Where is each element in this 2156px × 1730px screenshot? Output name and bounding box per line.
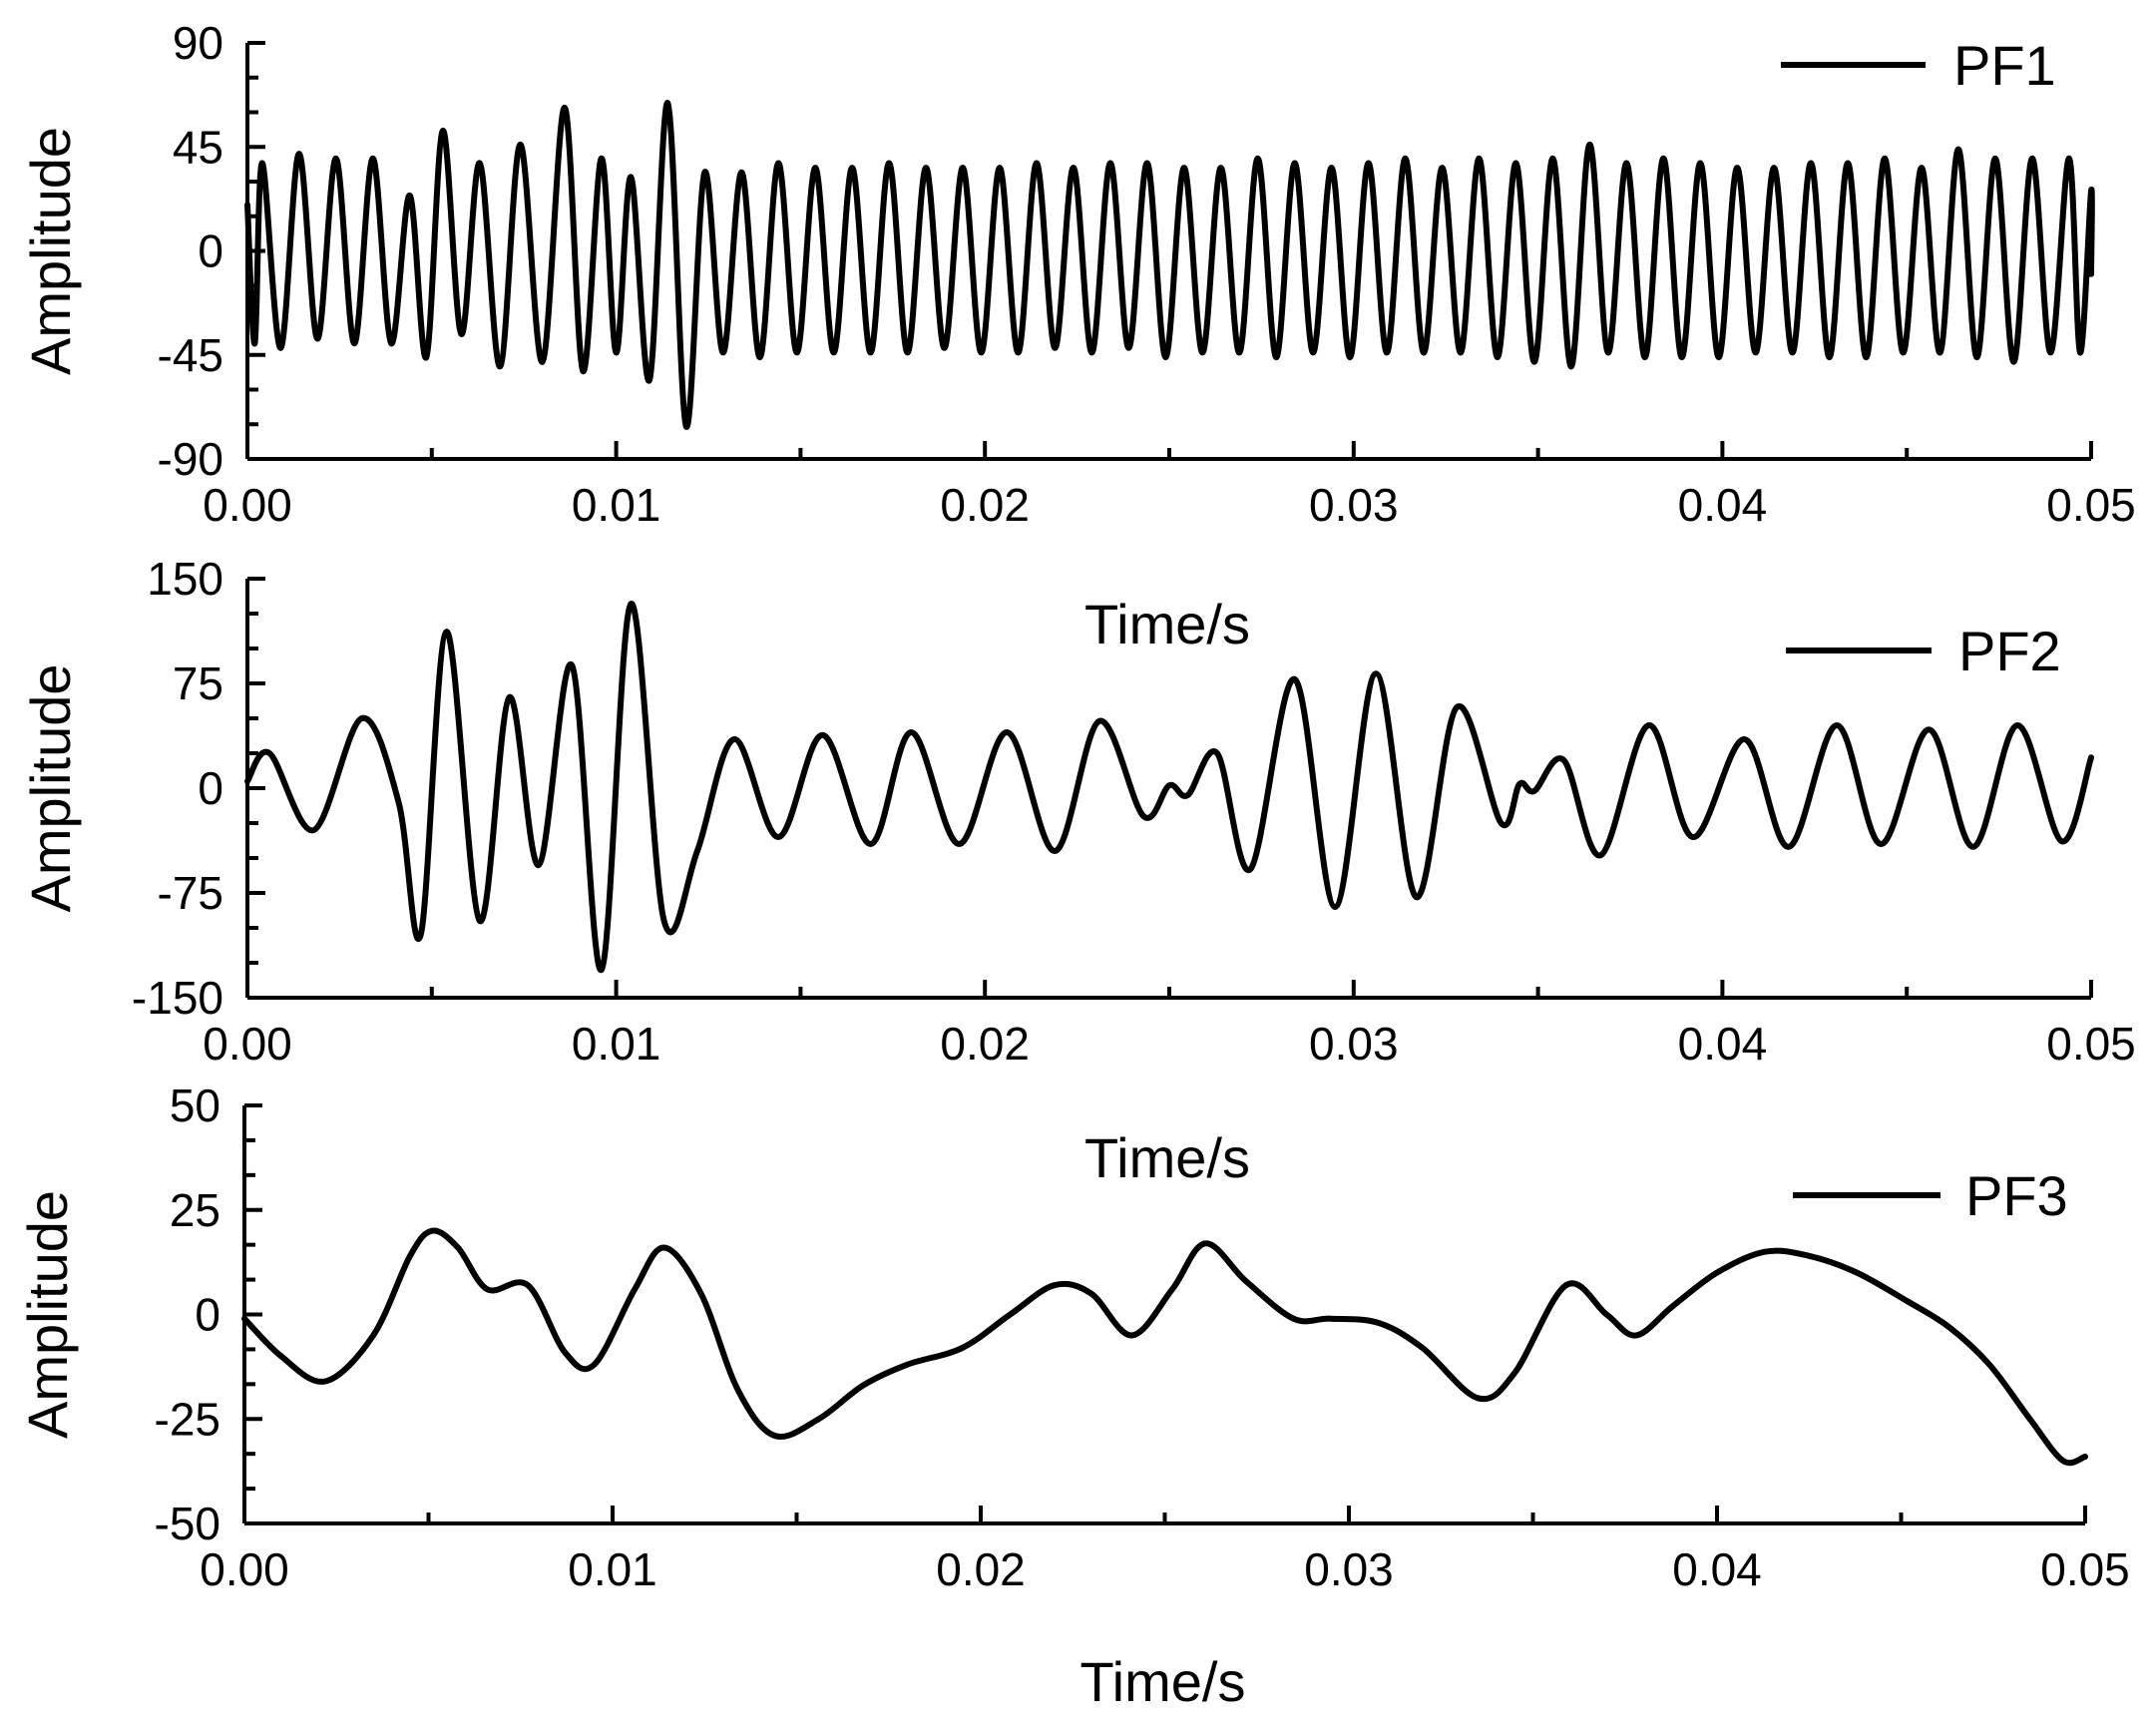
x-tick-label: 0.05 bbox=[2040, 1543, 2130, 1595]
x-tick-label: 0.02 bbox=[940, 1018, 1030, 1070]
x-tick-label: 0.04 bbox=[1678, 479, 1768, 531]
y-tick-label: 150 bbox=[147, 553, 223, 605]
chart-panel-3: 50 25 0 -25 -500.00 0.01 0.02 0.03 0.04 0.05 Ampli… bbox=[16, 1080, 2130, 1713]
y-axis-title: Amplitude bbox=[19, 127, 82, 375]
series-line-pf1 bbox=[244, 100, 2095, 430]
x-tick-label: 0.03 bbox=[1304, 1543, 1394, 1595]
x-tick-label: 0.01 bbox=[568, 1543, 657, 1595]
x-tick-label: 0.01 bbox=[572, 1018, 661, 1070]
legend-label: PF2 bbox=[1958, 620, 2061, 682]
x-axis-title: Time/s bbox=[1080, 1650, 1246, 1713]
y-tick-label: 75 bbox=[173, 657, 223, 709]
x-axis-title: Time/s bbox=[1084, 1126, 1250, 1189]
x-tick-label: 0.01 bbox=[572, 479, 661, 531]
y-tick-label: -50 bbox=[155, 1498, 220, 1549]
y-tick-label: -150 bbox=[132, 972, 223, 1024]
y-tick-label: 90 bbox=[173, 17, 223, 69]
y-tick-label: -45 bbox=[158, 329, 223, 381]
y-axis-title: Amplitude bbox=[16, 1190, 79, 1439]
x-tick-label: 0.05 bbox=[2046, 479, 2136, 531]
x-tick-label: 0.05 bbox=[2046, 1018, 2136, 1070]
x-tick-label: 0.04 bbox=[1678, 1018, 1768, 1070]
y-tick-label: -90 bbox=[158, 433, 223, 485]
y-tick-label: 45 bbox=[173, 121, 223, 173]
legend-label: PF1 bbox=[1953, 34, 2056, 97]
y-tick-label: -75 bbox=[158, 867, 223, 919]
x-tick-label: 0.00 bbox=[203, 1018, 292, 1070]
x-tick-label: 0.04 bbox=[1672, 1543, 1762, 1595]
y-tick-label: -25 bbox=[155, 1393, 220, 1445]
y-tick-label: 0 bbox=[198, 225, 223, 277]
y-tick-label: 0 bbox=[195, 1289, 220, 1341]
y-axis-title: Amplitude bbox=[19, 663, 82, 912]
x-tick-label: 0.02 bbox=[940, 479, 1030, 531]
y-tick-label: 0 bbox=[198, 762, 223, 814]
x-tick-label: 0.02 bbox=[936, 1543, 1026, 1595]
x-tick-label: 0.03 bbox=[1309, 1018, 1399, 1070]
x-tick-label: 0.00 bbox=[203, 479, 292, 531]
y-tick-label: 50 bbox=[170, 1080, 220, 1131]
chart-panel-1: 90 45 0 -45 -900.00 0.01 0.02 0.03 0.04 0.05 Ampli… bbox=[19, 17, 2136, 655]
series-line-pf2 bbox=[244, 601, 2094, 974]
y-tick-label: 25 bbox=[170, 1184, 220, 1236]
legend-label: PF3 bbox=[1965, 1164, 2068, 1227]
x-tick-label: 0.03 bbox=[1309, 479, 1399, 531]
series-line-pf3 bbox=[241, 1227, 2088, 1467]
x-tick-label: 0.00 bbox=[200, 1543, 289, 1595]
x-axis-title: Time/s bbox=[1084, 593, 1250, 655]
